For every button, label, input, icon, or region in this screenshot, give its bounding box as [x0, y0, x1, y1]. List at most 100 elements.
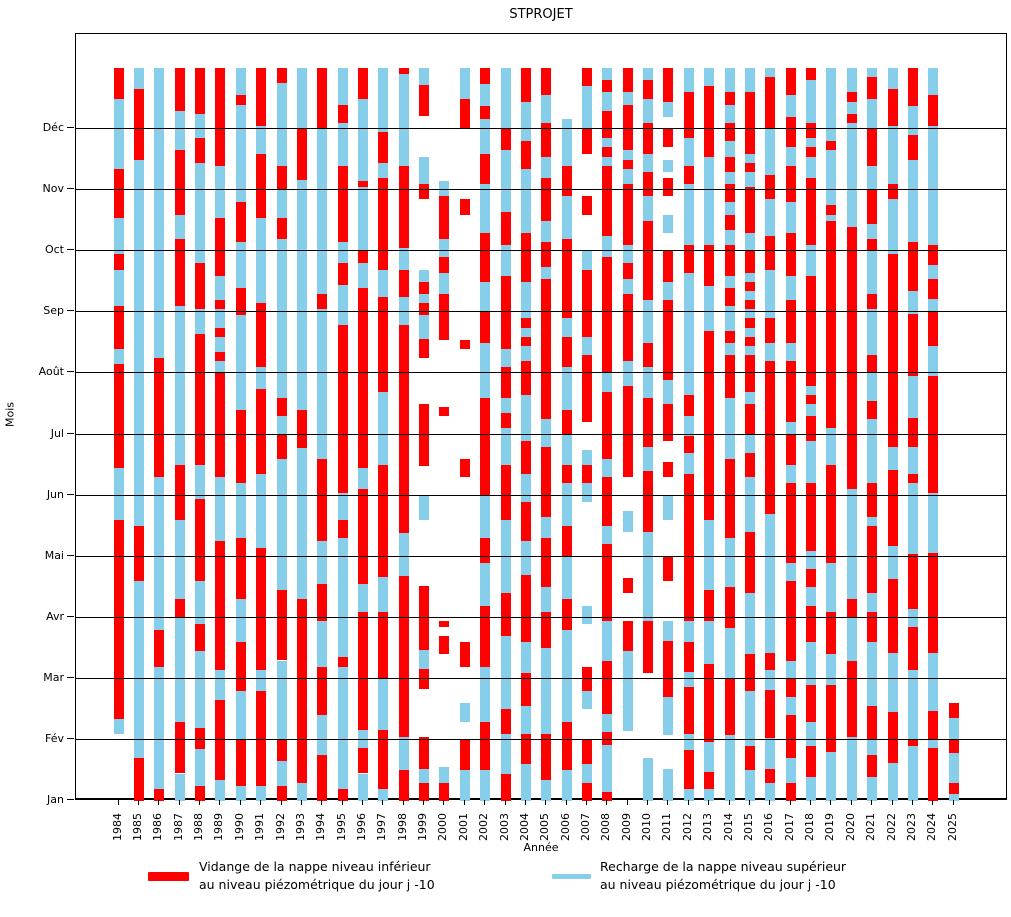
bar-segment-vidange	[541, 242, 552, 267]
bar-segment-recharge	[887, 199, 898, 255]
bar-segment-recharge	[744, 770, 755, 801]
bar-segment-recharge	[154, 477, 165, 630]
bar-segment-recharge	[195, 162, 206, 264]
bar-segment-vidange	[398, 68, 409, 75]
bar-segment-recharge	[744, 232, 755, 252]
bar-segment-vidange	[622, 68, 633, 93]
bar-segment-recharge	[663, 697, 674, 736]
bar-segment-recharge	[744, 171, 755, 188]
bar-segment-recharge	[683, 184, 694, 246]
bar-segment-recharge	[235, 315, 246, 411]
y-tick-mark	[67, 493, 74, 495]
x-tick-mark	[626, 800, 628, 805]
bar-segment-recharge	[378, 577, 389, 612]
bar-segment-vidange	[867, 190, 878, 224]
bar-segment-recharge	[561, 119, 572, 166]
bar-segment-vidange	[724, 184, 735, 203]
bar-segment-vidange	[357, 251, 368, 264]
bar-segment-vidange	[907, 135, 918, 160]
bar-segment-vidange	[378, 177, 389, 270]
bar-segment-vidange	[195, 333, 206, 466]
bar-segment-recharge	[724, 306, 735, 331]
x-tick-mark	[239, 800, 241, 805]
bar-segment-recharge	[133, 68, 144, 90]
bar-segment-vidange	[296, 599, 307, 783]
bar-segment-vidange	[683, 436, 694, 453]
bar-segment-recharge	[887, 126, 898, 185]
bar-segment-recharge	[520, 706, 531, 734]
x-tick-mark	[647, 800, 649, 805]
bar-segment-recharge	[541, 266, 552, 279]
month-tick-label: Jan	[47, 793, 64, 806]
x-tick-mark	[158, 800, 160, 805]
x-tick-mark	[830, 800, 832, 805]
bar-segment-vidange	[907, 553, 918, 609]
bar-segment-vidange	[704, 245, 715, 287]
bar-segment-recharge	[622, 92, 633, 105]
bar-segment-vidange	[215, 217, 226, 276]
month-gridline	[76, 433, 1006, 435]
bar-segment-recharge	[907, 446, 918, 475]
bar-segment-recharge	[500, 245, 511, 276]
bar-segment-recharge	[846, 101, 857, 114]
bar-segment-vidange	[785, 116, 796, 148]
bar-segment-recharge	[317, 129, 328, 294]
bar-segment-recharge	[643, 68, 654, 81]
bar-segment-vidange	[520, 68, 531, 102]
bar-segment-vidange	[806, 122, 817, 139]
x-tick-mark	[932, 800, 934, 805]
bar-segment-vidange	[806, 68, 817, 81]
bar-segment-recharge	[907, 105, 918, 136]
bar-segment-vidange	[541, 68, 552, 96]
bar-segment-recharge	[704, 742, 715, 773]
bar-segment-vidange	[195, 263, 206, 310]
bar-segment-vidange	[296, 410, 307, 448]
bar-segment-vidange	[785, 434, 796, 466]
bar-segment-recharge	[887, 652, 898, 713]
bar-segment-recharge	[520, 281, 531, 319]
bar-segment-recharge	[296, 179, 307, 411]
bar-segment-vidange	[195, 68, 206, 114]
bar-segment-vidange	[785, 68, 796, 96]
bar-segment-vidange	[683, 642, 694, 673]
bar-segment-vidange	[235, 642, 246, 692]
bar-segment-recharge	[744, 290, 755, 301]
year-tick-label: 1999	[416, 813, 430, 841]
bar-segment-recharge	[683, 672, 694, 687]
bar-segment-vidange	[419, 338, 430, 359]
bar-segment-recharge	[785, 275, 796, 301]
bar-segment-vidange	[602, 165, 613, 236]
bar-segment-vidange	[235, 739, 246, 786]
month-tick-label: Fév	[44, 731, 64, 745]
bar-segment-recharge	[582, 605, 592, 624]
bar-segment-vidange	[337, 263, 348, 285]
bar-segment-recharge	[113, 348, 124, 365]
bar-segment-recharge	[806, 776, 817, 801]
bar-segment-recharge	[765, 199, 776, 236]
year-tick-label: 2011	[660, 813, 674, 841]
bar-segment-recharge	[867, 223, 878, 240]
bar-segment-recharge	[378, 269, 389, 298]
bar-segment-recharge	[867, 642, 878, 707]
bar-segment-vidange	[785, 165, 796, 203]
bar-segment-vidange	[704, 664, 715, 743]
bar-segment-vidange	[378, 465, 389, 578]
bar-segment-recharge	[561, 434, 572, 466]
bar-segment-vidange	[744, 251, 755, 273]
year-tick-label: 1992	[273, 813, 287, 841]
bar-segment-recharge	[683, 68, 694, 93]
y-tick-mark	[67, 737, 74, 739]
bar-segment-vidange	[439, 196, 450, 240]
bar-segment-vidange	[724, 458, 735, 539]
bar-segment-recharge	[174, 520, 185, 600]
bar-segment-vidange	[724, 92, 735, 105]
bar-segment-recharge	[154, 666, 165, 789]
bar-segment-vidange	[398, 324, 409, 534]
bar-segment-vidange	[520, 318, 531, 328]
bar-segment-recharge	[765, 129, 776, 175]
bar-segment-recharge	[704, 68, 715, 87]
bar-segment-recharge	[561, 556, 572, 600]
bar-segment-vidange	[806, 746, 817, 777]
bar-segment-vidange	[317, 584, 328, 621]
bar-segment-recharge	[480, 666, 491, 722]
